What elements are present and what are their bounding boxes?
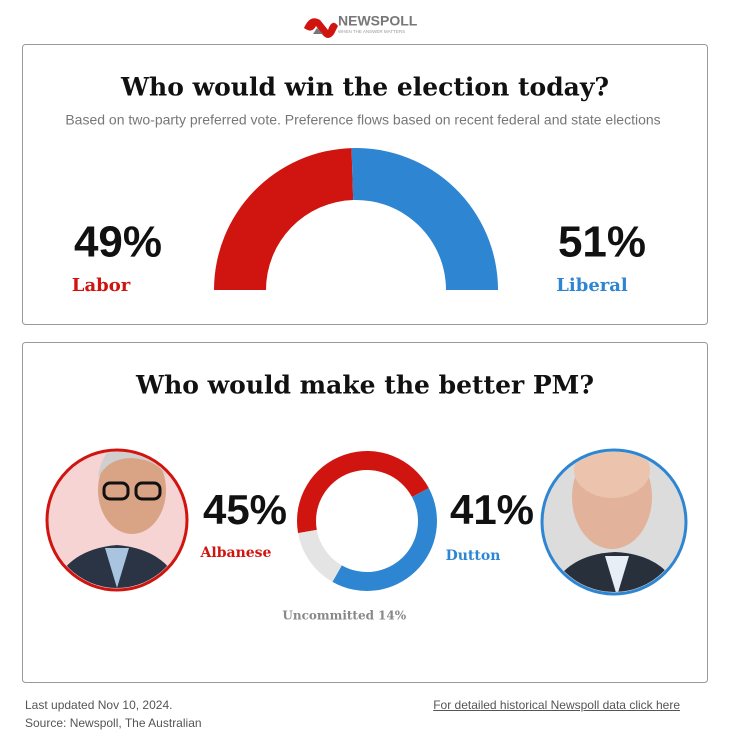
- segment: [298, 529, 342, 582]
- segment: [351, 148, 498, 290]
- value-label: 51%: [558, 218, 646, 267]
- logo: NEWSPOLL WHEN THE ANSWER MATTERS: [304, 13, 418, 38]
- segment: [214, 148, 354, 290]
- value-label: 41%: [450, 486, 534, 533]
- category-label: Albanese: [200, 545, 272, 561]
- infographic: NEWSPOLL WHEN THE ANSWER MATTERS Who wou…: [22, 13, 708, 683]
- photo-dutton: [540, 448, 688, 596]
- category-label: Liberal: [556, 275, 628, 296]
- segment: [296, 451, 429, 534]
- category-label: Dutton: [446, 548, 501, 564]
- category-label: Uncommitted: [282, 609, 374, 623]
- historical-link[interactable]: For detailed historical Newspoll data cl…: [433, 698, 680, 712]
- logo-text: NEWSPOLL: [338, 13, 418, 29]
- value-label: 45%: [203, 486, 287, 533]
- card: [22, 342, 708, 683]
- value-label: 14%: [378, 609, 407, 623]
- chart-title: Who would make the better PM?: [135, 371, 594, 400]
- logo-tagline: WHEN THE ANSWER MATTERS: [338, 29, 405, 34]
- chart-subtitle: Based on two-party preferred vote. Prefe…: [65, 112, 660, 128]
- segment: [332, 488, 437, 592]
- updated: Last updated Nov 10, 2024.: [25, 698, 173, 712]
- chart-title: Who would win the election today?: [120, 73, 609, 102]
- source: Source: Newspoll, The Australian: [25, 716, 202, 730]
- category-label: Labor: [72, 275, 131, 296]
- value-label: 49%: [74, 218, 162, 267]
